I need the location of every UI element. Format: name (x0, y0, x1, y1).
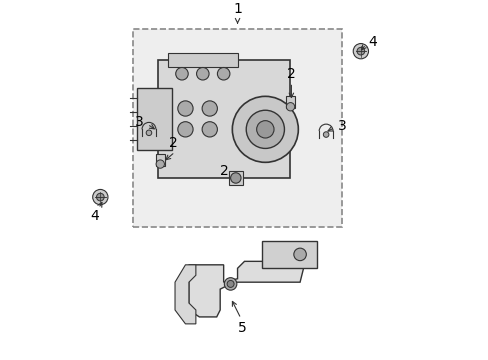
Circle shape (352, 44, 368, 59)
Circle shape (202, 122, 217, 137)
Circle shape (146, 130, 151, 136)
Bar (168, 53, 237, 67)
Text: 2: 2 (168, 136, 177, 150)
Polygon shape (175, 265, 196, 324)
Text: 2: 2 (286, 67, 295, 81)
Bar (228, 171, 242, 185)
Bar (156, 154, 164, 166)
Circle shape (256, 121, 273, 138)
Circle shape (202, 101, 217, 116)
FancyBboxPatch shape (133, 28, 341, 226)
Circle shape (96, 193, 104, 201)
Bar (285, 96, 294, 108)
Text: 4: 4 (367, 36, 376, 49)
Circle shape (356, 48, 364, 55)
Bar (137, 87, 171, 150)
Circle shape (226, 280, 234, 287)
Circle shape (175, 68, 188, 80)
Circle shape (293, 248, 305, 261)
Circle shape (93, 189, 108, 205)
Text: 3: 3 (338, 119, 346, 133)
Circle shape (178, 101, 193, 116)
Text: 1: 1 (233, 3, 242, 17)
Text: 3: 3 (135, 116, 143, 129)
Polygon shape (188, 247, 303, 317)
Circle shape (230, 173, 241, 183)
Bar (157, 60, 289, 178)
Circle shape (323, 132, 328, 137)
Circle shape (178, 122, 193, 137)
Circle shape (286, 103, 294, 111)
Text: 5: 5 (238, 321, 246, 335)
Bar (262, 240, 317, 268)
Circle shape (232, 96, 298, 162)
Text: 2: 2 (220, 164, 228, 178)
Circle shape (217, 68, 229, 80)
Circle shape (224, 278, 236, 290)
Circle shape (196, 68, 209, 80)
Circle shape (246, 110, 284, 148)
Text: 4: 4 (91, 209, 99, 223)
Circle shape (156, 160, 164, 168)
